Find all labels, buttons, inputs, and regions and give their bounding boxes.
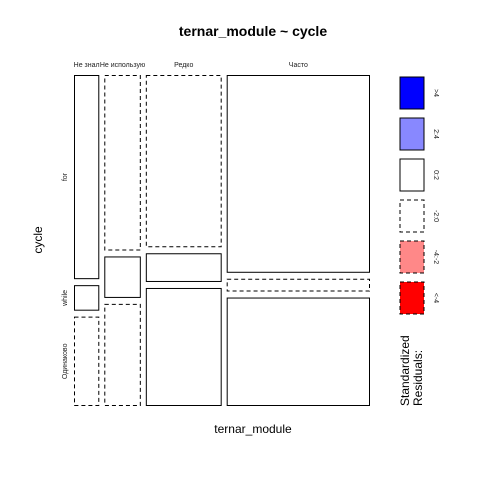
x-tick-label: Часто [289,62,308,69]
mosaic-tile [226,278,370,292]
legend-swatch [399,76,425,110]
mosaic-tile [226,297,370,407]
legend-swatch [399,240,425,274]
mosaic-tile [74,75,100,280]
x-axis-label: ternar_module [214,422,292,436]
legend-label: >4 [432,89,439,97]
x-tick-label: Не использую [100,62,145,69]
legend-swatch [399,199,425,233]
mosaic-tile [104,303,141,407]
mosaic-tile [226,75,370,273]
legend-swatch [399,158,425,192]
mosaic-tile [104,256,141,298]
legend: >4 2:4 0:2 -2:0 -4:-2 <-4 Standardized Residual… [398,76,439,406]
x-tick-label: Редко [174,62,193,69]
y-tick-label: while [62,290,69,307]
legend-label: <-4 [432,293,439,303]
y-axis-label: cycle [31,226,45,254]
y-tick-label: Одинаково [62,343,69,379]
mosaic-tile [145,75,222,248]
legend-title: Residuals: [411,350,425,406]
x-tick-label: Не знал [74,62,100,69]
mosaic-tile [104,75,141,251]
legend-label: 0:2 [432,170,439,180]
chart-title: ternar_module ~ cycle [179,23,327,39]
legend-swatch [399,281,425,315]
mosaic-tile [74,316,100,406]
legend-label: 2:4 [432,129,439,139]
mosaic-tile [74,285,100,311]
mosaic-tile [145,253,222,282]
mosaic-tile [145,287,222,406]
legend-label: -2:0 [432,210,439,222]
legend-swatch [399,117,425,151]
x-tick-labels: Не знал Не использую Редко Часто [74,62,308,69]
y-tick-label: for [62,172,69,181]
y-tick-labels: for while Одинаково [62,172,69,379]
legend-title: Standardized [398,335,412,406]
legend-label: -4:-2 [432,250,439,265]
mosaic-tiles [74,75,370,407]
